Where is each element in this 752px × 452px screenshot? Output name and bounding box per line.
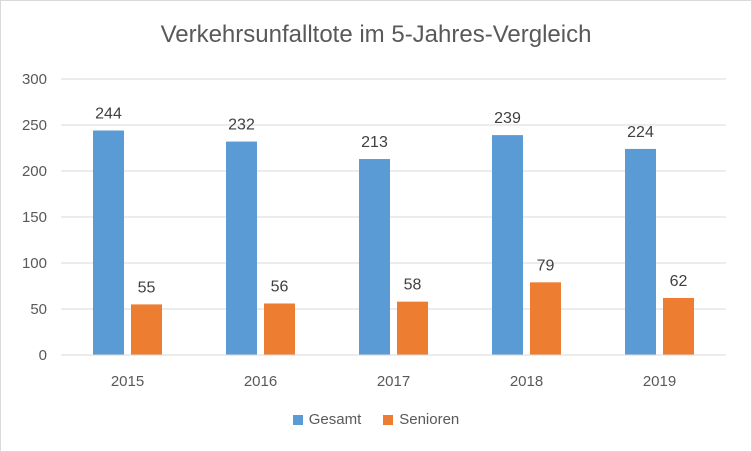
bar-gesamt-2018 xyxy=(492,135,523,355)
legend-item-gesamt: Gesamt xyxy=(292,411,362,428)
data-labels: 244 55 232 56 213 58 239 79 224 62 xyxy=(95,106,687,297)
bars xyxy=(93,130,694,355)
x-tick-label-2017: 2017 xyxy=(377,373,410,390)
bar-senioren-2016 xyxy=(264,303,295,355)
y-tick-label-50: 50 xyxy=(30,301,47,318)
bar-gesamt-2016 xyxy=(226,141,257,355)
data-label-gesamt-2016: 232 xyxy=(228,117,255,134)
data-label-gesamt-2017: 213 xyxy=(361,134,388,151)
data-label-senioren-2017: 58 xyxy=(404,277,422,294)
data-label-gesamt-2018: 239 xyxy=(494,110,521,127)
y-axis-ticks: 0 50 100 150 200 250 300 xyxy=(22,71,47,364)
bar-gesamt-2015 xyxy=(93,130,124,355)
x-tick-label-2019: 2019 xyxy=(643,373,676,390)
legend-label-senioren: Senioren xyxy=(399,411,460,428)
data-label-senioren-2015: 55 xyxy=(138,279,156,296)
data-label-gesamt-2015: 244 xyxy=(95,106,122,123)
y-tick-label-250: 250 xyxy=(22,117,47,134)
legend-item-senioren: Senioren xyxy=(383,411,459,428)
y-tick-label-150: 150 xyxy=(22,209,47,226)
x-tick-label-2015: 2015 xyxy=(111,373,144,390)
legend-label-gesamt: Gesamt xyxy=(308,411,362,428)
bar-gesamt-2017 xyxy=(359,159,390,355)
y-tick-label-0: 0 xyxy=(39,347,47,364)
data-label-senioren-2018: 79 xyxy=(537,257,555,274)
y-tick-label-100: 100 xyxy=(22,255,47,272)
legend: Gesamt Senioren xyxy=(1,411,751,428)
x-axis-ticks: 2015 2016 2017 2018 2019 xyxy=(61,354,726,390)
bar-senioren-2017 xyxy=(397,301,428,355)
data-label-gesamt-2019: 224 xyxy=(627,124,654,141)
x-tick-label-2016: 2016 xyxy=(244,373,277,390)
bar-senioren-2018 xyxy=(530,282,561,355)
data-label-senioren-2016: 56 xyxy=(271,278,289,295)
x-tick-label-2018: 2018 xyxy=(510,373,543,390)
legend-swatch-senioren xyxy=(383,414,394,425)
data-label-senioren-2019: 62 xyxy=(670,273,688,290)
bar-gesamt-2019 xyxy=(625,148,656,355)
y-tick-label-300: 300 xyxy=(22,71,47,88)
bar-senioren-2019 xyxy=(663,297,694,355)
chart-title: Verkehrsunfalltote im 5-Jahres-Vergleich xyxy=(160,21,592,48)
y-tick-label-200: 200 xyxy=(22,163,47,180)
legend-swatch-gesamt xyxy=(292,414,303,425)
bar-senioren-2015 xyxy=(131,304,162,355)
